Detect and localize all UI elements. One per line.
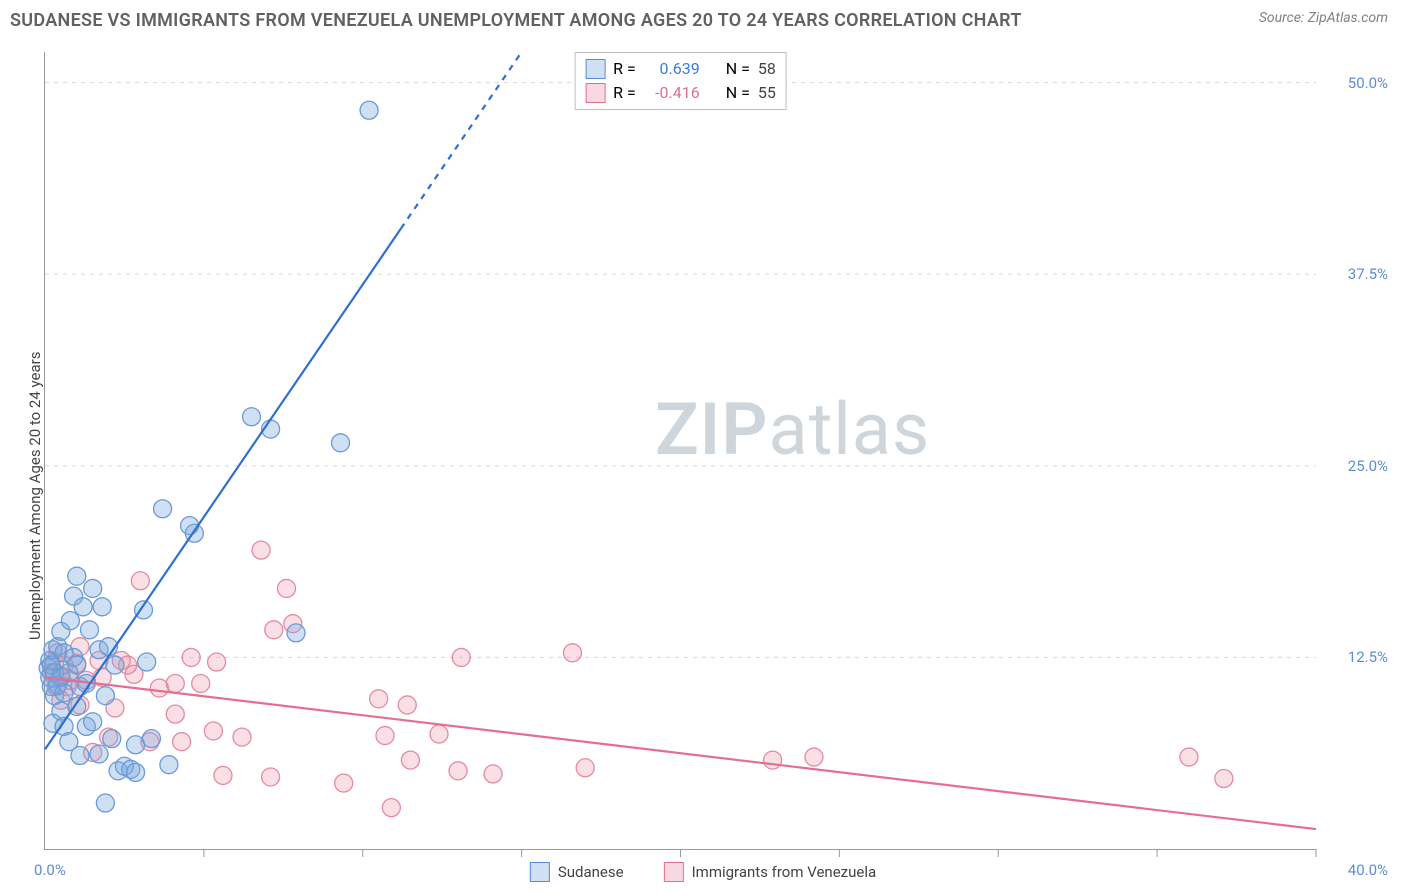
scatter-plot-svg [45, 52, 1316, 849]
y-tick-label: 25.0% [1348, 457, 1388, 475]
legend-item-venezuela: Immigrants from Venezuela [664, 862, 877, 882]
swatch-pink-icon [664, 862, 684, 882]
legend-row-venezuela: R = -0.416 N = 55 [585, 81, 776, 105]
source-label: Source: [1259, 10, 1308, 26]
r-label: R = [613, 57, 636, 81]
x-tick-label: 40.0% [1348, 861, 1388, 879]
r-value-venezuela: -0.416 [644, 81, 700, 105]
chart-header: SUDANESE VS IMMIGRANTS FROM VENEZUELA UN… [0, 0, 1406, 37]
x-tick-label: 0.0% [34, 861, 66, 879]
y-axis-label: Unemployment Among Ages 20 to 24 years [26, 352, 44, 640]
legend-label-venezuela: Immigrants from Venezuela [692, 863, 877, 881]
legend-item-sudanese: Sudanese [530, 862, 624, 882]
y-tick-label: 12.5% [1348, 648, 1388, 666]
r-value-sudanese: 0.639 [644, 57, 700, 81]
y-tick-label: 50.0% [1348, 74, 1388, 92]
n-label: N = [726, 57, 750, 81]
correlation-legend: R = 0.639 N = 58 R = -0.416 N = 55 [574, 52, 787, 110]
n-value-venezuela: 55 [758, 81, 776, 105]
series-legend: Sudanese Immigrants from Venezuela [530, 862, 876, 882]
source-name: ZipAtlas.com [1308, 10, 1388, 26]
legend-row-sudanese: R = 0.639 N = 58 [585, 57, 776, 81]
chart-title: SUDANESE VS IMMIGRANTS FROM VENEZUELA UN… [10, 10, 1022, 31]
n-label: N = [726, 81, 750, 105]
swatch-blue-icon [585, 59, 605, 79]
chart-plot-area: ZIPatlas R = 0.639 N = 58 R = -0.416 N =… [44, 52, 1316, 850]
y-tick-label: 37.5% [1348, 265, 1388, 283]
source-attribution: Source: ZipAtlas.com [1259, 10, 1388, 26]
swatch-pink-icon [585, 83, 605, 103]
legend-label-sudanese: Sudanese [558, 863, 624, 881]
n-value-sudanese: 58 [758, 57, 776, 81]
r-label: R = [613, 81, 636, 105]
swatch-blue-icon [530, 862, 550, 882]
